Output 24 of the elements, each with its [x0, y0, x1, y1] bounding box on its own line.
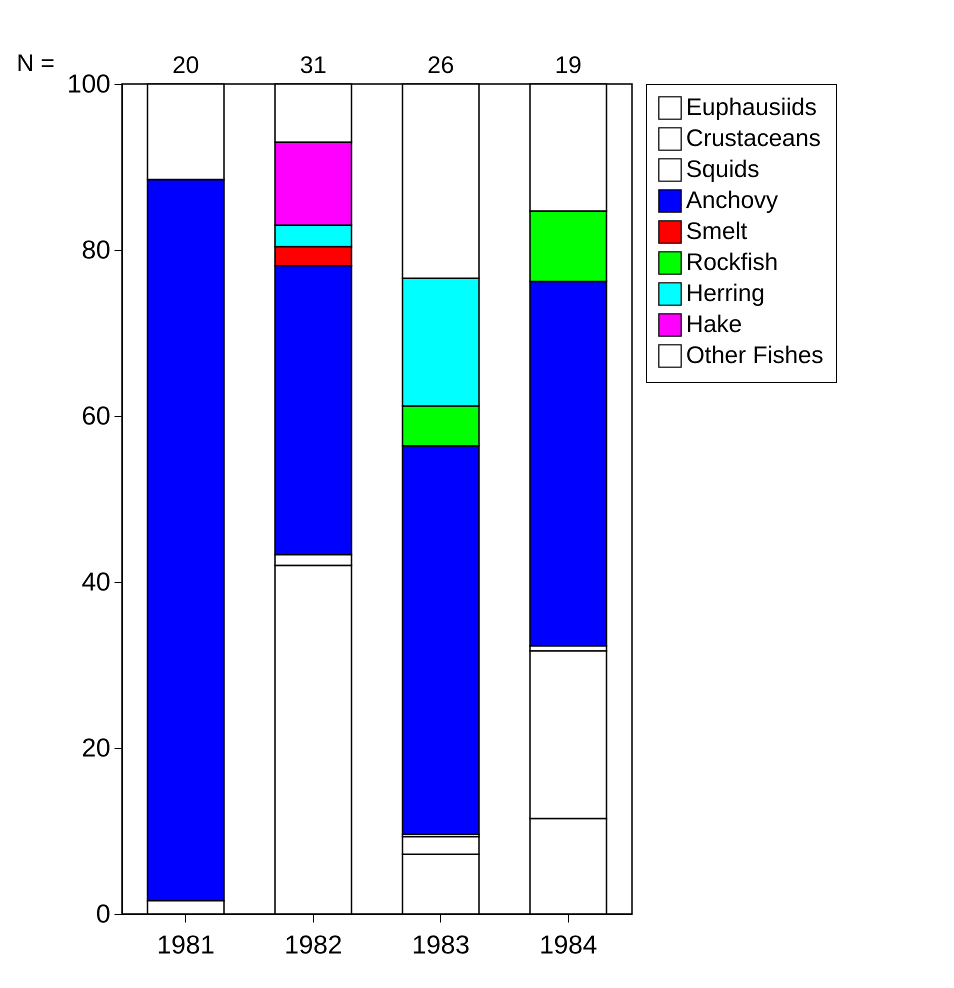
- annotation: 31: [300, 52, 327, 79]
- annotation: 20: [172, 52, 200, 79]
- y-tick-label: 100: [67, 68, 110, 98]
- legend-label: Smelt: [686, 218, 748, 245]
- y-tick-label: 60: [82, 400, 110, 430]
- y-tick-label: 80: [82, 234, 110, 264]
- y-tick-label: 0: [96, 898, 110, 928]
- x-tick-label: 1983: [412, 930, 470, 960]
- x-tick-label: 1981: [156, 930, 215, 960]
- legend-label: Herring: [686, 280, 765, 307]
- text: N =: [16, 50, 55, 77]
- legend-label: Squids: [686, 156, 760, 183]
- legend-label: Hake: [686, 311, 742, 338]
- legend-label: Anchovy: [686, 187, 778, 214]
- y-tick-label: 20: [82, 732, 110, 762]
- legend-label: Crustaceans: [686, 125, 821, 152]
- x-tick-label: 1984: [539, 930, 598, 960]
- annotation: 26: [427, 52, 454, 79]
- legend-label: Euphausiids: [686, 94, 817, 121]
- x-tick-label: 1982: [284, 930, 342, 960]
- legend-label: Other Fishes: [686, 342, 824, 369]
- y-tick-label: 40: [82, 566, 110, 596]
- annotation: 19: [554, 52, 582, 79]
- legend-label: Rockfish: [686, 249, 778, 276]
